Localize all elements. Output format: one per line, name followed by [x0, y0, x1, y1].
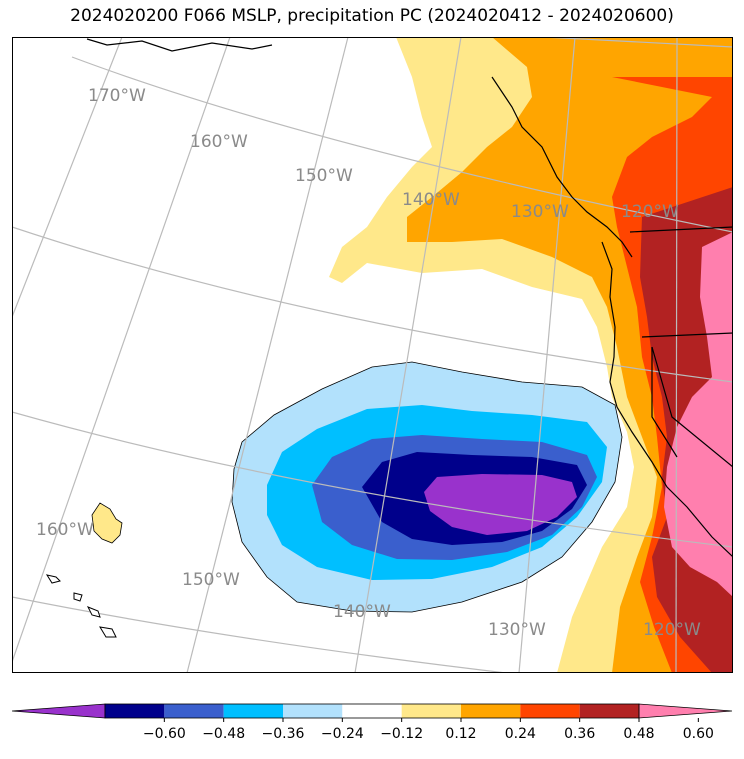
lon-label-130w-north: 130°W: [511, 202, 569, 222]
neg-band-5: [424, 474, 577, 535]
colorbar-tick-label: 0.36: [564, 726, 595, 742]
lon-label-140w-south: 140°W: [333, 602, 391, 622]
colorbar: −0.60 −0.48 −0.36 −0.24 −0.12 0.12 0.24 0.36 0.4…: [12, 703, 733, 742]
pos-band-5: [664, 232, 733, 597]
colorbar-tick-label: 0.12: [445, 726, 476, 742]
lon-label-130w-south: 130°W: [488, 620, 546, 640]
colorbar-swatch: [461, 704, 521, 718]
lon-label-160w-south: 160°W: [36, 520, 94, 540]
graticule-meridians: [12, 37, 678, 673]
plot-title: 2024020200 F066 MSLP, precipitation PC (…: [70, 6, 674, 26]
colorbar-tick-label: 0.24: [505, 726, 536, 742]
lon-label-120w-north: 120°W: [621, 202, 679, 222]
colorbar-swatch: [283, 704, 343, 718]
colorbar-swatch: [342, 704, 402, 718]
lon-label-120w-south: 120°W: [643, 620, 701, 640]
colorbar-tick-label: −0.24: [321, 726, 364, 742]
hawaii-anomaly: [91, 502, 123, 544]
colorbar-tick-label: −0.12: [380, 726, 423, 742]
graticule-latitudes: [12, 37, 733, 673]
hawaii-islands: [45, 574, 117, 638]
map-panel: 170°W 160°W 150°W 140°W 130°W 120°W 160°…: [12, 37, 733, 673]
coastlines: [86, 38, 733, 558]
colorbar-tick-label: −0.48: [202, 726, 245, 742]
lon-label-140w-north: 140°W: [402, 190, 460, 210]
lon-label-150w-north: 150°W: [295, 166, 353, 186]
colorbar-swatch: [105, 704, 165, 718]
colorbar-swatch: [223, 704, 283, 718]
colorbar-swatch: [520, 704, 580, 718]
colorbar-extend-low: [12, 703, 106, 719]
colorbar-tick-label: −0.36: [262, 726, 305, 742]
colorbar-tick-label: 0.48: [623, 726, 654, 742]
colorbar-tick-label: −0.60: [143, 726, 186, 742]
colorbar-swatch: [164, 704, 224, 718]
lon-label-150w-south: 150°W: [182, 570, 240, 590]
colorbar-extend-high: [638, 703, 733, 719]
colorbar-swatch: [401, 704, 461, 718]
lon-label-170w-north: 170°W: [88, 86, 146, 106]
colorbar-tick-label: 0.60: [683, 726, 714, 742]
colorbar-swatch: [579, 704, 639, 718]
lon-label-160w-north: 160°W: [190, 132, 248, 152]
